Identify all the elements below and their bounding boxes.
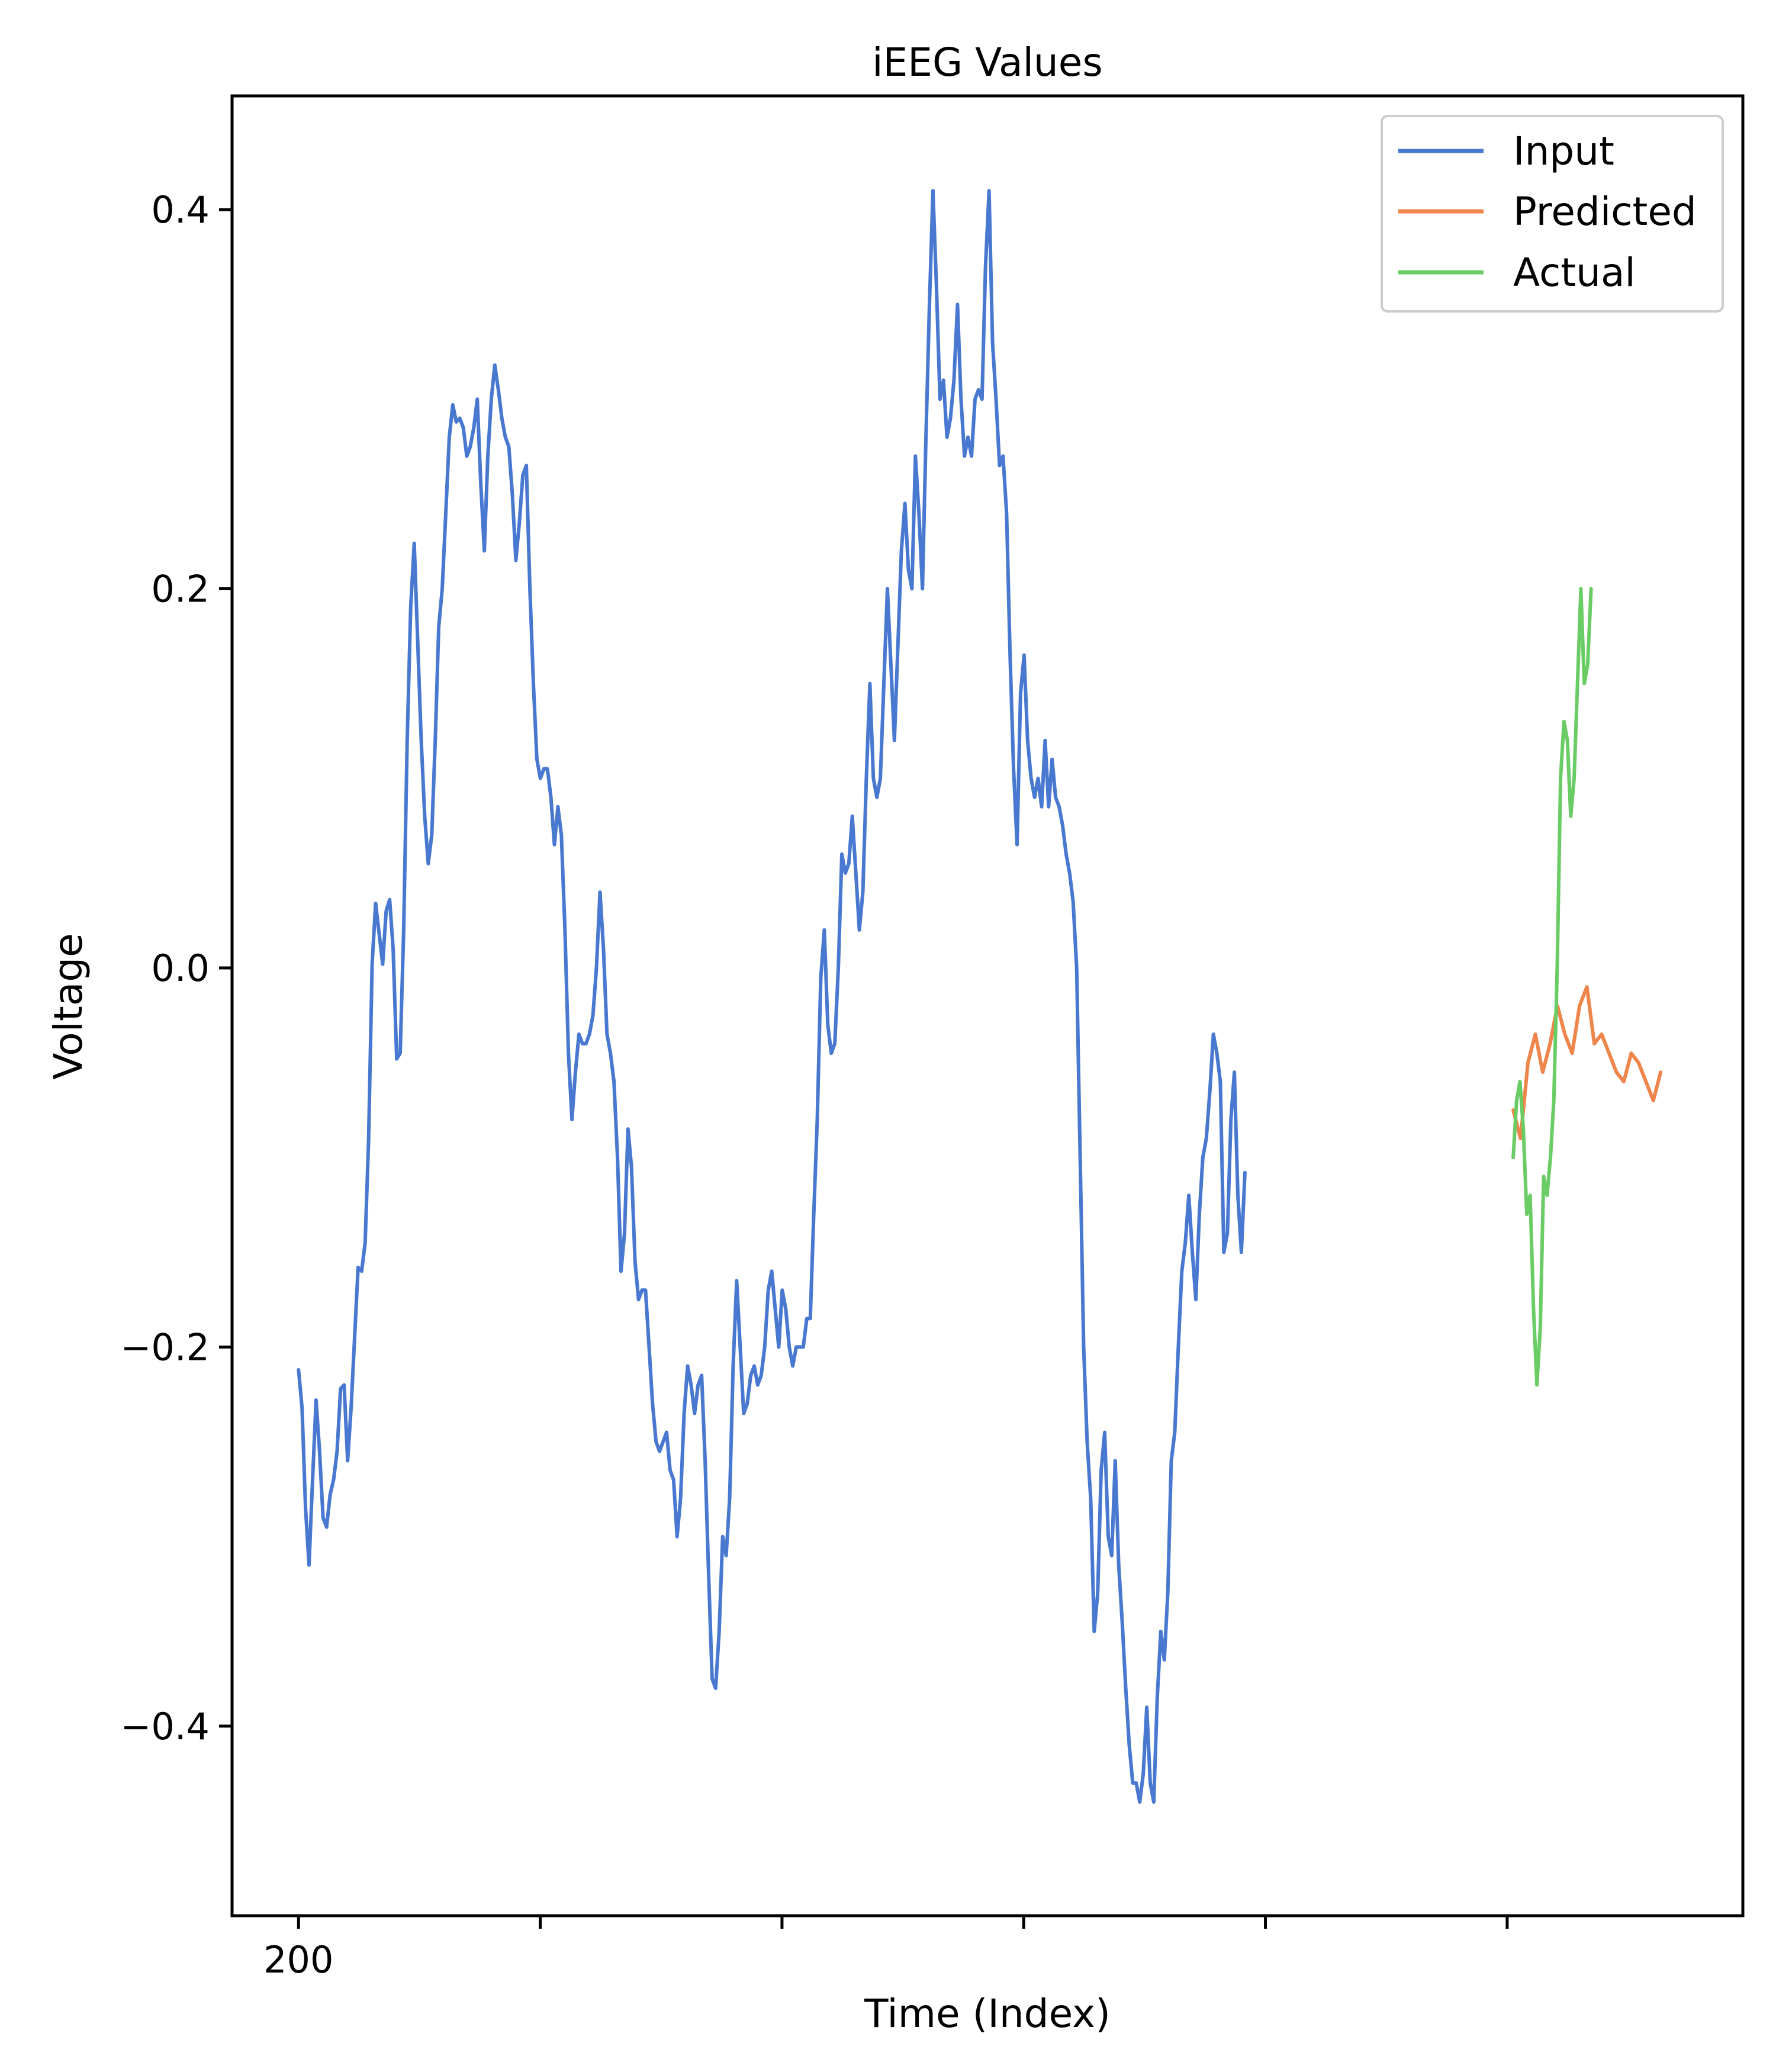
series-layer: [297, 189, 1663, 1804]
y-tick-label: −0.4: [120, 1705, 210, 1748]
x-tick-label: 200: [263, 1938, 333, 1981]
legend: Input Predicted Actual: [1381, 115, 1724, 313]
x-axis-label: Time (Index): [864, 1991, 1111, 2036]
legend-label-predicted: Predicted: [1513, 189, 1697, 234]
series-line-predicted: [1511, 985, 1663, 1141]
y-tick-label: 0.4: [151, 188, 210, 231]
legend-box: [1381, 115, 1724, 313]
series-line-actual: [1511, 587, 1593, 1387]
chart-title: iEEG Values: [872, 40, 1103, 85]
y-tick-label: 0.0: [151, 947, 210, 990]
plot-area: [232, 96, 1743, 1916]
legend-label-input: Input: [1513, 128, 1614, 174]
legend-label-actual: Actual: [1513, 250, 1636, 295]
tick-layer: 200 −0.4 −0.2 0.0 0.2 0.4: [120, 188, 1509, 1981]
y-tick-label: 0.2: [151, 568, 210, 611]
y-tick-label: −0.2: [120, 1325, 210, 1369]
y-axis-label: Voltage: [46, 933, 91, 1080]
plot-frame: [230, 94, 1745, 1917]
series-line-input: [297, 189, 1247, 1804]
